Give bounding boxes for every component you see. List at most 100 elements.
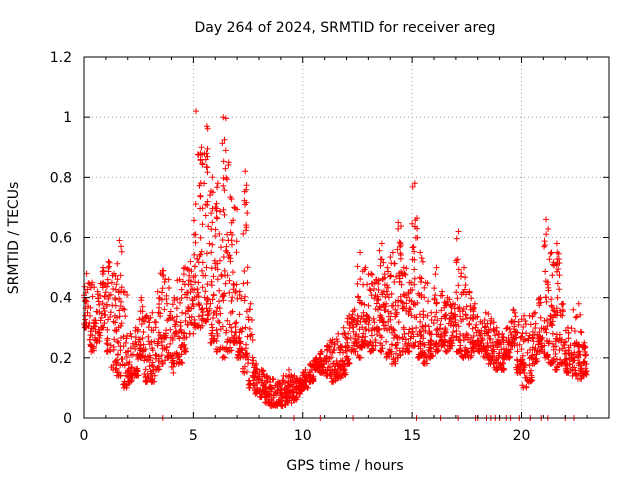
data-point bbox=[227, 258, 234, 265]
data-point bbox=[120, 333, 127, 340]
data-point bbox=[199, 259, 206, 266]
data-point bbox=[492, 366, 499, 373]
data-point bbox=[409, 256, 416, 263]
data-point bbox=[219, 140, 226, 147]
x-axis-label: GPS time / hours bbox=[286, 458, 403, 474]
data-point bbox=[520, 338, 527, 345]
data-point bbox=[153, 319, 159, 326]
data-point bbox=[422, 322, 429, 329]
data-point bbox=[428, 317, 435, 323]
data-point bbox=[388, 302, 395, 309]
data-point bbox=[453, 334, 460, 341]
data-point bbox=[214, 330, 221, 337]
data-point bbox=[198, 144, 205, 151]
data-point bbox=[147, 354, 154, 361]
data-point bbox=[141, 357, 148, 364]
data-point bbox=[367, 348, 374, 355]
data-point bbox=[416, 354, 423, 361]
data-point bbox=[181, 330, 188, 337]
data-point bbox=[208, 249, 215, 256]
data-point bbox=[203, 264, 210, 271]
data-point bbox=[213, 327, 220, 333]
data-point bbox=[410, 301, 417, 308]
data-point bbox=[399, 336, 406, 342]
data-point bbox=[245, 314, 252, 321]
data-point bbox=[339, 331, 346, 338]
data-point bbox=[228, 196, 235, 202]
data-point bbox=[280, 372, 287, 379]
data-point bbox=[454, 295, 461, 302]
data-point bbox=[453, 289, 460, 296]
data-point bbox=[139, 308, 146, 315]
data-point bbox=[148, 378, 155, 385]
data-point bbox=[427, 354, 434, 361]
data-point bbox=[204, 153, 211, 160]
data-point bbox=[107, 309, 114, 316]
data-point bbox=[177, 299, 183, 306]
data-point bbox=[406, 279, 413, 286]
data-point bbox=[376, 247, 383, 254]
data-point bbox=[535, 341, 542, 348]
data-point bbox=[395, 219, 402, 226]
data-point bbox=[232, 324, 239, 330]
data-point bbox=[471, 300, 478, 307]
data-point bbox=[470, 311, 477, 318]
data-point bbox=[104, 326, 111, 333]
data-point bbox=[117, 347, 124, 354]
data-point bbox=[217, 310, 224, 317]
data-point bbox=[198, 317, 205, 324]
data-point bbox=[174, 296, 181, 303]
data-point bbox=[509, 342, 516, 349]
data-point bbox=[111, 270, 117, 277]
data-point bbox=[460, 354, 467, 361]
data-point bbox=[115, 339, 122, 346]
x-tick-label: 20 bbox=[513, 428, 531, 444]
data-point bbox=[503, 354, 510, 361]
data-point bbox=[475, 327, 481, 334]
data-point bbox=[513, 364, 520, 371]
data-point bbox=[202, 288, 209, 295]
data-point bbox=[223, 174, 230, 181]
data-point bbox=[203, 250, 210, 257]
data-point bbox=[128, 333, 135, 340]
data-point bbox=[195, 313, 202, 320]
data-point bbox=[546, 256, 553, 263]
data-point bbox=[249, 354, 256, 361]
data-point bbox=[125, 348, 132, 354]
data-point bbox=[421, 342, 428, 349]
data-point bbox=[527, 370, 533, 376]
data-point bbox=[401, 331, 408, 337]
data-point bbox=[302, 384, 309, 390]
data-point bbox=[118, 248, 125, 255]
data-point bbox=[509, 338, 516, 345]
x-tick-label: 5 bbox=[189, 428, 198, 444]
data-point bbox=[103, 340, 110, 347]
data-point bbox=[491, 328, 498, 335]
data-point bbox=[146, 319, 153, 326]
data-point bbox=[119, 361, 126, 368]
data-point bbox=[180, 265, 187, 272]
data-point bbox=[115, 324, 122, 331]
data-point bbox=[240, 230, 247, 237]
data-point bbox=[389, 249, 396, 256]
data-point bbox=[250, 357, 257, 364]
data-point bbox=[504, 324, 511, 331]
data-point bbox=[226, 289, 233, 296]
data-point bbox=[170, 363, 176, 370]
data-point bbox=[171, 331, 178, 337]
data-point bbox=[569, 372, 576, 379]
data-point bbox=[379, 319, 386, 326]
data-point bbox=[537, 314, 544, 321]
data-point bbox=[178, 286, 185, 293]
data-point bbox=[503, 346, 510, 353]
data-point bbox=[236, 339, 243, 346]
data-point bbox=[246, 384, 253, 391]
data-point bbox=[169, 301, 176, 308]
data-point bbox=[143, 313, 150, 320]
data-point bbox=[377, 312, 384, 319]
data-point bbox=[382, 322, 389, 329]
data-point bbox=[387, 254, 394, 261]
data-point bbox=[93, 339, 100, 346]
data-point bbox=[275, 378, 281, 385]
data-point bbox=[478, 337, 485, 344]
